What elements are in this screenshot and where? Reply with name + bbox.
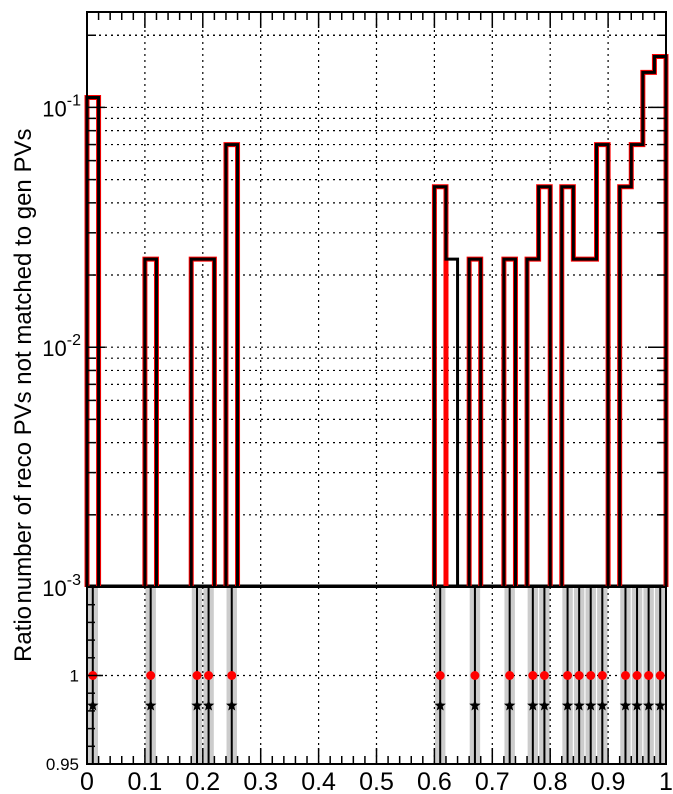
ratio-point-black — [561, 699, 574, 711]
ratio-point-black — [202, 699, 215, 711]
histogram-red — [84, 54, 669, 587]
ratio-point-red — [574, 671, 584, 680]
x-tick-label: 0.8 — [533, 768, 568, 794]
ratio-points: 10.95 — [46, 603, 666, 774]
ratio-y-tick-label: 0.95 — [46, 755, 79, 774]
ratio-y-axis-label: Ratio — [10, 606, 37, 662]
ratio-point-red — [204, 671, 214, 680]
x-tick-label: 0 — [80, 768, 94, 794]
histogram-black — [85, 55, 668, 587]
x-tick-label: 0.7 — [475, 768, 510, 794]
ratio-point-black — [469, 699, 481, 711]
ratio-point-black — [87, 699, 99, 711]
top-frame — [86, 11, 667, 588]
x-tick-label: 0.9 — [591, 768, 626, 794]
ratio-point-red — [528, 671, 538, 680]
ratio-point-black — [503, 699, 516, 711]
ratio-grid — [87, 587, 666, 764]
ratio-point-black — [631, 699, 643, 711]
ratio-point-black — [596, 699, 609, 711]
ratio-point-red — [227, 671, 237, 680]
ratio-point-red — [644, 671, 654, 680]
ratio-point-black — [538, 699, 551, 711]
x-tick-label: 0.6 — [417, 768, 452, 794]
top-grid — [87, 12, 666, 587]
ratio-point-black — [642, 699, 655, 711]
ratio-point-black — [527, 699, 539, 711]
ratio-point-red — [632, 671, 642, 680]
y-tick-label: 10-1 — [42, 92, 81, 121]
x-tick-label: 1 — [659, 768, 673, 794]
ratio-point-red — [539, 671, 549, 680]
ratio-point-red — [435, 671, 445, 680]
top-histograms — [84, 54, 669, 588]
ratio-point-red — [470, 671, 480, 680]
ratio-point-red — [563, 671, 573, 680]
y-tick-label: 10-3 — [42, 572, 81, 601]
x-tick-label: 0.2 — [185, 768, 220, 794]
ratio-point-red — [192, 671, 202, 680]
ratio-point-black — [619, 699, 632, 711]
ratio-point-black — [191, 699, 203, 711]
x-tick-label: 0.1 — [128, 768, 163, 794]
x-ticks: 0 0.1 0.2 0.3 0.4 0.5 0.6 0.7 0.8 0.9 1 — [80, 12, 673, 794]
top-y-axis-label: number of reco PVs not matched to gen PV… — [10, 129, 37, 604]
x-tick-label: 0.5 — [359, 768, 394, 794]
ratio-point-red — [146, 671, 156, 680]
ratio-point-red — [586, 671, 596, 680]
ratio-point-red — [597, 671, 607, 680]
x-tick-label: 0.4 — [301, 768, 336, 794]
ratio-y-tick-label: 1 — [70, 667, 79, 686]
ratio-point-red — [655, 671, 665, 680]
ratio-point-black — [654, 699, 666, 711]
ratio-point-red — [505, 671, 515, 680]
x-tick-label: 0.3 — [243, 768, 278, 794]
ratio-point-red — [620, 671, 630, 680]
ratio-point-black — [434, 699, 446, 711]
ratio-point-black — [573, 699, 585, 711]
ratio-point-black — [226, 699, 238, 711]
ratio-point-black — [144, 699, 157, 711]
ratio-point-black — [585, 699, 597, 711]
top-y-ticks: 10-1 10-2 10-3 — [42, 34, 666, 601]
y-tick-label: 10-2 — [42, 332, 81, 361]
